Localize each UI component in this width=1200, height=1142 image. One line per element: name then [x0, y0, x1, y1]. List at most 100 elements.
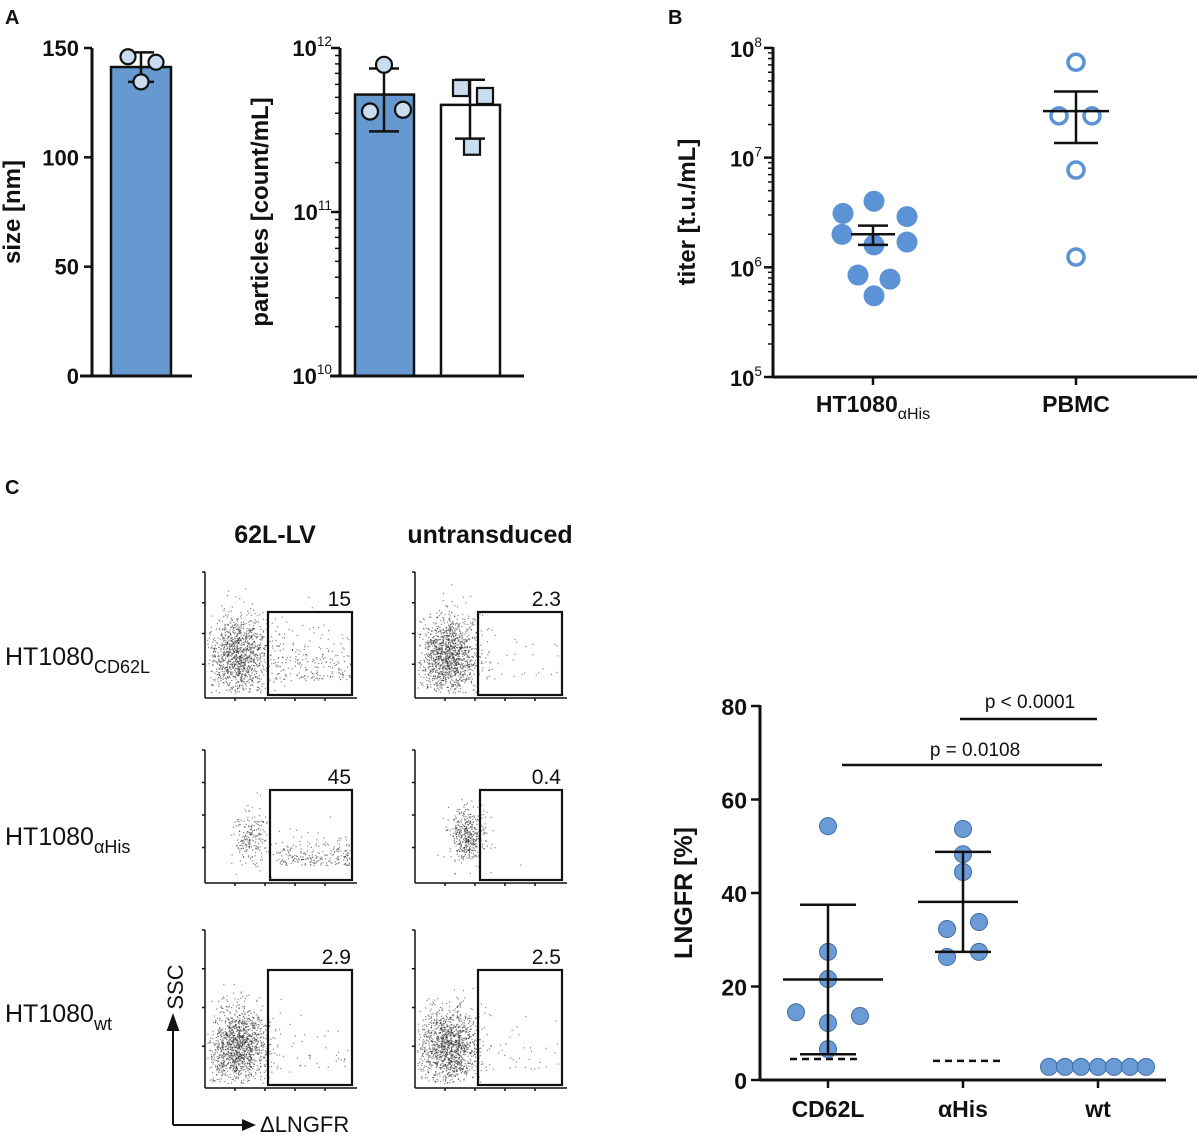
data-point-filled: [864, 191, 885, 212]
event-dot: [436, 667, 437, 668]
event-dot: [237, 686, 238, 687]
event-dot: [210, 1040, 211, 1041]
event-dot: [462, 614, 463, 615]
event-dot: [439, 683, 440, 684]
event-dot: [472, 625, 473, 626]
event-dot: [256, 1040, 257, 1041]
event-dot: [260, 642, 261, 643]
event-dot: [464, 811, 465, 812]
event-dot: [444, 622, 445, 623]
event-dot: [457, 644, 458, 645]
event-dot: [258, 1026, 259, 1027]
event-dot: [219, 1079, 220, 1080]
event-dot: [234, 646, 235, 647]
event-dot: [487, 629, 488, 630]
event-dot: [469, 823, 470, 824]
event-dot: [339, 668, 340, 669]
event-dot: [225, 1068, 226, 1069]
event-dot: [425, 634, 426, 635]
event-dot: [228, 1055, 229, 1056]
event-dot: [255, 619, 256, 620]
data-point: [1057, 1058, 1074, 1075]
event-dot: [433, 640, 434, 641]
event-dot: [239, 659, 240, 660]
event-dot: [451, 627, 452, 628]
event-dot: [460, 641, 461, 642]
event-dot: [281, 855, 282, 856]
event-dot: [250, 688, 251, 689]
event-dot: [449, 670, 450, 671]
event-dot: [459, 813, 460, 814]
event-dot: [442, 666, 443, 667]
row-label-main: HT1080: [5, 823, 94, 851]
event-dot: [259, 675, 260, 676]
event-dot: [520, 865, 521, 866]
event-dot: [455, 816, 456, 817]
event-dot: [235, 1063, 236, 1064]
event-dot: [475, 660, 476, 661]
event-dot: [421, 663, 422, 664]
event-dot: [301, 859, 302, 860]
event-dot: [474, 618, 475, 619]
event-dot: [212, 655, 213, 656]
event-dot: [248, 1042, 249, 1043]
event-dot: [259, 658, 260, 659]
event-dot: [459, 639, 460, 640]
event-dot: [338, 1052, 339, 1053]
event-dot: [447, 655, 448, 656]
event-dot: [320, 638, 321, 639]
event-dot: [266, 834, 267, 835]
event-dot: [464, 830, 465, 831]
event-dot: [239, 663, 240, 664]
event-dot: [338, 672, 339, 673]
event-dot: [440, 685, 441, 686]
event-dot: [244, 809, 245, 810]
event-dot: [346, 853, 347, 854]
event-dot: [467, 667, 468, 668]
event-dot: [301, 676, 302, 677]
event-dot: [428, 680, 429, 681]
event-dot: [237, 1050, 238, 1051]
event-dot: [482, 663, 483, 664]
event-dot: [244, 1012, 245, 1013]
event-dot: [259, 614, 260, 615]
event-dot: [446, 647, 447, 648]
event-dot: [554, 644, 555, 645]
event-dot: [431, 669, 432, 670]
event-dot: [318, 832, 319, 833]
event-dot: [458, 662, 459, 663]
event-dot: [255, 663, 256, 664]
event-dot: [303, 677, 304, 678]
event-dot: [442, 675, 443, 676]
event-dot: [237, 661, 238, 662]
event-dot: [252, 645, 253, 646]
event-dot: [461, 862, 462, 863]
data-point-filled: [897, 206, 918, 227]
event-dot: [259, 825, 260, 826]
event-dot: [260, 669, 261, 670]
event-dot: [277, 1044, 278, 1045]
event-dot: [454, 644, 455, 645]
event-dot: [245, 1023, 246, 1024]
event-dot: [243, 623, 244, 624]
event-dot: [259, 1050, 260, 1051]
event-dot: [239, 1049, 240, 1050]
event-dot: [467, 803, 468, 804]
event-dot: [443, 629, 444, 630]
event-dot: [258, 829, 259, 830]
event-dot: [235, 632, 236, 633]
event-dot: [468, 679, 469, 680]
event-dot: [265, 1038, 266, 1039]
event-dot: [438, 656, 439, 657]
event-dot: [454, 689, 455, 690]
event-dot: [420, 634, 421, 635]
event-dot: [464, 826, 465, 827]
event-dot: [236, 825, 237, 826]
event-dot: [476, 856, 477, 857]
event-dot: [445, 675, 446, 676]
event-dot: [280, 863, 281, 864]
event-dot: [261, 1050, 262, 1051]
event-dot: [250, 1020, 251, 1021]
event-dot: [454, 682, 455, 683]
event-dot: [271, 1062, 272, 1063]
